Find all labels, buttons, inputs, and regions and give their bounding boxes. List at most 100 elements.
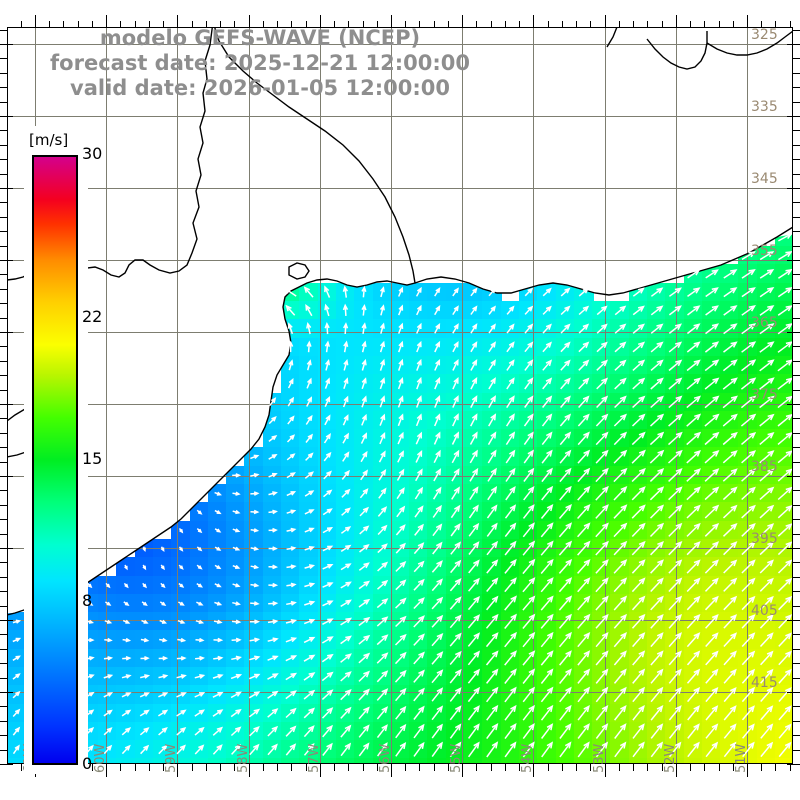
latitude-label: 415 (751, 675, 778, 691)
axis-tick (419, 21, 420, 28)
axis-tick (793, 721, 800, 722)
axis-tick (0, 548, 13, 549)
axis-tick (733, 764, 734, 771)
axis-tick (35, 15, 36, 28)
axis-tick (306, 21, 307, 28)
axis-tick (733, 21, 734, 28)
axis-tick (787, 404, 800, 405)
axis-tick (0, 462, 7, 463)
colorbar-tick-label: 0 (82, 754, 93, 773)
axis-tick (619, 764, 620, 771)
latitude-label: 325 (751, 27, 778, 43)
axis-tick (0, 591, 7, 592)
axis-tick (434, 21, 435, 28)
axis-tick (334, 764, 335, 771)
latitude-label: 365 (751, 315, 778, 331)
axis-tick (562, 21, 563, 28)
axis-tick (690, 21, 691, 28)
axis-tick (793, 519, 800, 520)
axis-tick (220, 764, 221, 771)
colorbar-tick-label: 8 (82, 591, 93, 610)
latitude-label: 405 (751, 603, 778, 619)
axis-tick (0, 649, 7, 650)
title-forecast-date: forecast date: 2025-12-21 12:00:00 (50, 51, 470, 75)
gridline-vertical (747, 27, 748, 764)
axis-tick (0, 447, 7, 448)
axis-tick (0, 735, 7, 736)
axis-tick (0, 30, 7, 31)
gridline-vertical (249, 27, 250, 764)
axis-tick (719, 21, 720, 28)
axis-tick (519, 764, 520, 771)
gridline-vertical (177, 27, 178, 764)
axis-tick (0, 534, 7, 535)
axis-tick (790, 764, 791, 771)
gridline-vertical (391, 27, 392, 764)
axis-tick (793, 303, 800, 304)
right-tick-ruler (786, 27, 800, 765)
axis-tick (0, 102, 7, 103)
left-tick-ruler (0, 27, 14, 765)
axis-tick (249, 764, 250, 777)
axis-tick (793, 490, 800, 491)
axis-tick (106, 15, 107, 28)
longitude-label: 58W (235, 743, 251, 773)
axis-tick (761, 764, 762, 771)
axis-tick (662, 764, 663, 771)
longitude-label: 53W (591, 743, 607, 773)
axis-tick (0, 375, 7, 376)
axis-tick (690, 764, 691, 771)
axis-tick (476, 764, 477, 771)
axis-tick (320, 15, 321, 28)
axis-tick (434, 764, 435, 771)
axis-tick (291, 21, 292, 28)
axis-tick (505, 21, 506, 28)
axis-tick (0, 87, 7, 88)
axis-tick (619, 21, 620, 28)
gridline-vertical (533, 27, 534, 764)
axis-tick (106, 764, 107, 777)
gridline-horizontal (7, 44, 793, 45)
axis-tick (491, 764, 492, 771)
coastline (7, 27, 793, 616)
axis-tick (0, 678, 7, 679)
axis-tick (0, 332, 13, 333)
axis-tick (462, 764, 463, 777)
axis-tick (476, 21, 477, 28)
axis-tick (377, 764, 378, 771)
axis-tick (793, 433, 800, 434)
axis-tick (320, 764, 321, 777)
title-valid-date: valid date: 2026-01-05 12:00:00 (70, 76, 450, 100)
axis-tick (793, 750, 800, 751)
axis-tick (163, 21, 164, 28)
axis-tick (277, 764, 278, 771)
axis-tick (793, 73, 800, 74)
longitude-label: 51W (734, 743, 749, 773)
axis-tick (263, 21, 264, 28)
axis-tick (787, 116, 800, 117)
axis-tick (793, 289, 800, 290)
axis-tick (0, 130, 7, 131)
axis-tick (0, 663, 7, 664)
axis-tick (0, 202, 7, 203)
axis-tick (0, 577, 7, 578)
axis-tick (0, 231, 7, 232)
axis-tick (793, 274, 800, 275)
axis-tick (0, 390, 7, 391)
axis-tick (0, 764, 13, 765)
gridline-horizontal (7, 188, 793, 189)
axis-tick (163, 764, 164, 771)
axis-tick (793, 375, 800, 376)
axis-tick (0, 246, 7, 247)
axis-tick (234, 764, 235, 771)
axis-tick (787, 764, 800, 765)
axis-tick (448, 764, 449, 771)
axis-tick (548, 21, 549, 28)
axis-tick (0, 217, 7, 218)
axis-tick (0, 750, 7, 751)
axis-tick (505, 764, 506, 771)
latitude-label: 355 (751, 243, 778, 259)
axis-tick (533, 764, 534, 777)
axis-tick (793, 346, 800, 347)
axis-tick (0, 318, 7, 319)
